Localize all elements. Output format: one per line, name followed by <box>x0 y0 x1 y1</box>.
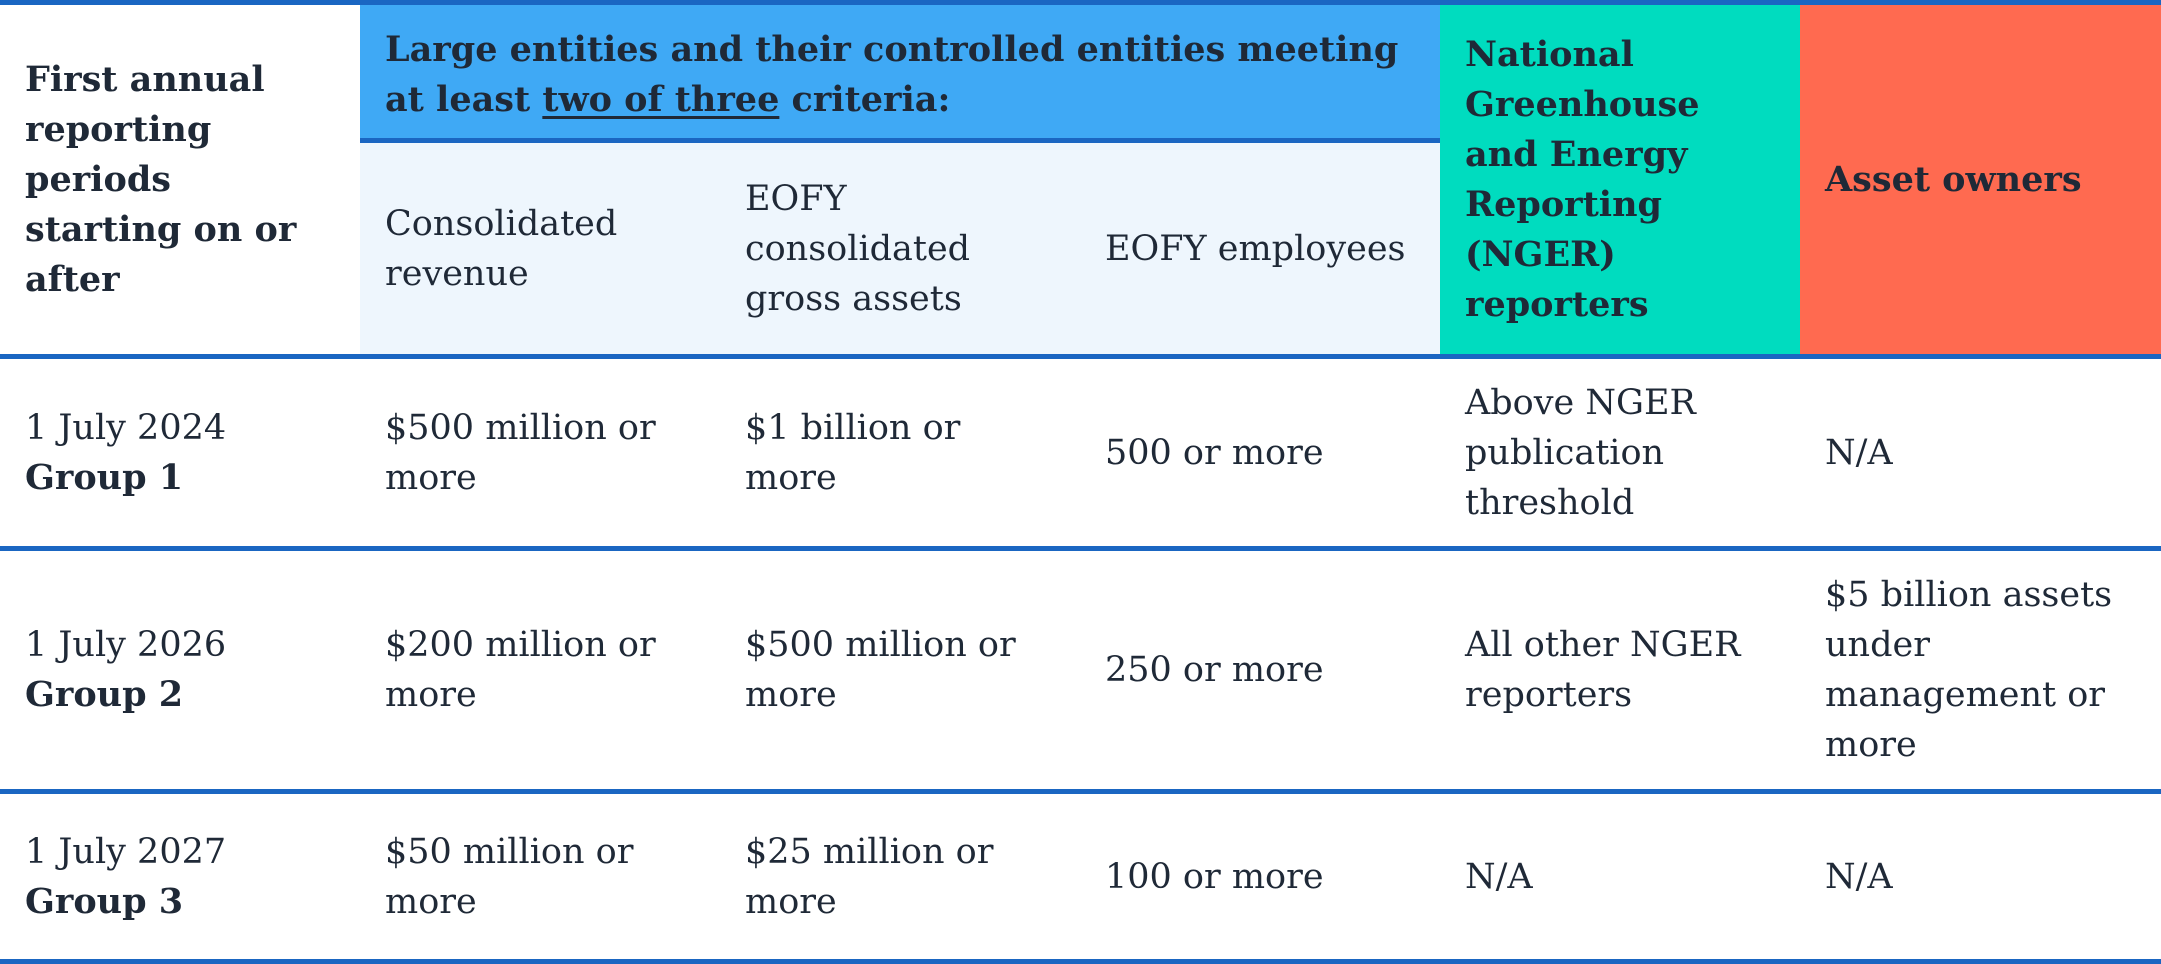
row-assets: $25 million or more <box>745 831 994 922</box>
row-date: 1 July 2027 <box>25 831 227 872</box>
row-date: 1 July 2026 <box>25 625 227 665</box>
row-group: Group 2 <box>25 674 184 715</box>
row-asset-owners: $5 billion assets under management or mo… <box>1825 575 2113 765</box>
header-large-entities-prefix: Large entities and their controlled enti… <box>385 29 1399 120</box>
header-nger-reporters: National Greenhouse and Energy Reporting… <box>1440 2 1800 357</box>
row-period-cell: 1 July 2027 Group 3 <box>0 792 360 962</box>
table-row: 1 July 2024 Group 1 $500 million or more… <box>0 357 2161 549</box>
header-eofy-employees: EOFY employees <box>1080 140 1440 357</box>
row-employees: 250 or more <box>1105 650 1324 690</box>
row-nger: N/A <box>1465 856 1533 897</box>
row-date: 1 July 2024 <box>25 407 227 448</box>
row-revenue: $50 million or more <box>385 831 634 922</box>
row-period-cell: 1 July 2026 Group 2 <box>0 549 360 792</box>
row-nger: Above NGER publication threshold <box>1465 382 1696 523</box>
row-employees: 100 or more <box>1105 856 1324 897</box>
header-asset-owners: Asset owners <box>1800 2 2161 357</box>
header-row-1: First annual reporting periods starting … <box>0 2 2161 357</box>
row-revenue: $200 million or more <box>385 625 656 715</box>
row-group: Group 3 <box>25 880 184 922</box>
header-consolidated-revenue: Consolidated revenue <box>360 140 720 357</box>
table-row: 1 July 2026 Group 2 $200 million or more… <box>0 549 2161 792</box>
row-period-cell: 1 July 2024 Group 1 <box>0 357 360 549</box>
row-assets: $1 billion or more <box>745 407 961 498</box>
header-first-reporting-period: First annual reporting periods starting … <box>0 2 360 357</box>
header-large-entities-underlined: two of three <box>542 79 780 120</box>
row-asset-owners: N/A <box>1825 856 1893 897</box>
row-asset-owners: N/A <box>1825 432 1893 473</box>
header-large-entities-suffix: criteria: <box>779 79 951 120</box>
row-nger: All other NGER reporters <box>1465 625 1741 715</box>
header-large-entities: Large entities and their controlled enti… <box>360 2 1440 143</box>
table-row: 1 July 2027 Group 3 $50 million or more … <box>0 792 2161 962</box>
row-assets: $500 million or more <box>745 625 1016 715</box>
row-revenue: $500 million or more <box>385 407 656 498</box>
header-row-2: Consolidated revenue EOFY consolidated g… <box>0 140 2161 357</box>
table-body: 1 July 2024 Group 1 $500 million or more… <box>0 357 2161 962</box>
header-consolidated-gross-assets: EOFY consolidated gross assets <box>720 140 1080 357</box>
row-group: Group 1 <box>25 456 184 498</box>
row-employees: 500 or more <box>1105 432 1324 473</box>
table-header: First annual reporting periods starting … <box>0 2 2161 357</box>
